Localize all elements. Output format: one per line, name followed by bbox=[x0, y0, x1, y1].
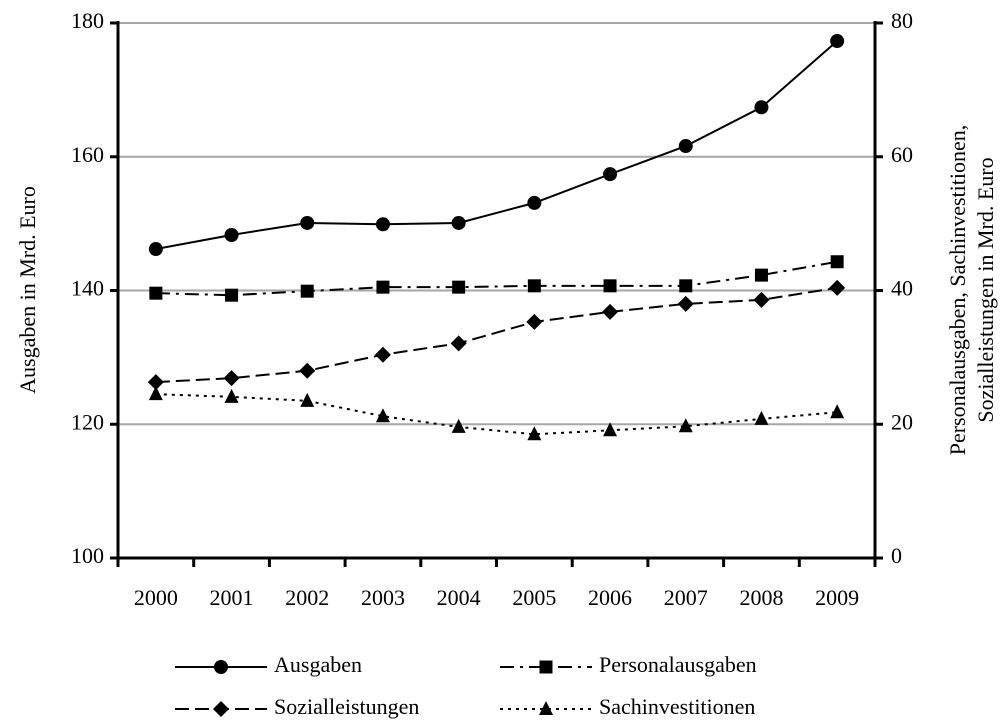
legend-marker bbox=[214, 660, 228, 674]
x-tick-label: 2003 bbox=[361, 585, 405, 610]
marker bbox=[452, 280, 466, 294]
marker bbox=[376, 280, 390, 294]
marker bbox=[527, 426, 542, 441]
marker bbox=[148, 386, 163, 401]
marker bbox=[148, 242, 163, 257]
marker bbox=[753, 291, 770, 308]
marker bbox=[451, 418, 466, 433]
y-axis-title: Ausgaben in Mrd. Euro bbox=[15, 186, 40, 394]
y-tick-label: 100 bbox=[71, 543, 104, 568]
marker bbox=[300, 392, 315, 407]
marker bbox=[754, 410, 769, 425]
legend-label: Personalausgaben bbox=[599, 652, 757, 677]
marker bbox=[526, 313, 543, 330]
y2-tick-label: 20 bbox=[891, 409, 913, 434]
x-tick-label: 2001 bbox=[210, 585, 254, 610]
y2-tick-label: 0 bbox=[891, 543, 902, 568]
x-tick-label: 2004 bbox=[437, 585, 481, 610]
marker bbox=[374, 346, 391, 363]
marker bbox=[603, 422, 618, 437]
marker bbox=[754, 100, 769, 115]
y2-tick-label: 80 bbox=[891, 8, 913, 33]
y2-tick-label: 40 bbox=[891, 276, 913, 301]
marker bbox=[300, 215, 315, 230]
x-tick-label: 2006 bbox=[588, 585, 632, 610]
marker bbox=[375, 408, 390, 423]
marker bbox=[829, 279, 846, 296]
series-line bbox=[155, 393, 838, 436]
y-tick-label: 180 bbox=[71, 8, 104, 33]
y2-tick-label: 60 bbox=[891, 142, 913, 167]
marker bbox=[677, 295, 694, 312]
marker bbox=[299, 362, 316, 379]
marker bbox=[679, 279, 693, 293]
marker bbox=[678, 418, 693, 433]
marker bbox=[527, 279, 541, 293]
x-tick-label: 2009 bbox=[815, 585, 859, 610]
y2-axis-title: Personalausgaben, Sachinvestitionen, bbox=[945, 125, 970, 456]
marker bbox=[450, 335, 467, 352]
x-tick-label: 2000 bbox=[134, 585, 178, 610]
legend-marker bbox=[539, 660, 553, 674]
x-tick-label: 2002 bbox=[285, 585, 329, 610]
marker bbox=[830, 404, 845, 419]
marker bbox=[451, 215, 466, 230]
y2-axis-title: Sozialleistungen in Mrd. Euro bbox=[973, 157, 998, 422]
series-line bbox=[155, 260, 838, 297]
marker bbox=[603, 279, 617, 293]
legend-label: Ausgaben bbox=[274, 652, 362, 677]
legend-marker bbox=[539, 701, 553, 715]
x-tick-label: 2008 bbox=[739, 585, 783, 610]
marker bbox=[147, 374, 164, 391]
y-tick-label: 120 bbox=[71, 409, 104, 434]
x-tick-label: 2005 bbox=[512, 585, 556, 610]
marker bbox=[300, 284, 314, 298]
marker bbox=[223, 370, 240, 387]
marker bbox=[754, 268, 768, 282]
legend-label: Sozialleistungen bbox=[274, 694, 419, 719]
marker bbox=[830, 34, 845, 49]
x-tick-label: 2007 bbox=[664, 585, 708, 610]
legend-label: Sachinvestitionen bbox=[599, 694, 755, 719]
y-tick-label: 160 bbox=[71, 142, 104, 167]
marker bbox=[602, 303, 619, 320]
marker bbox=[149, 286, 163, 300]
series-line bbox=[155, 40, 838, 251]
series-line bbox=[155, 286, 838, 384]
marker bbox=[678, 139, 693, 154]
y-tick-label: 140 bbox=[71, 276, 104, 301]
marker bbox=[603, 167, 618, 182]
marker bbox=[830, 255, 844, 269]
marker bbox=[224, 227, 239, 242]
legend-marker bbox=[213, 701, 229, 717]
marker bbox=[527, 195, 542, 210]
marker bbox=[224, 388, 239, 403]
marker bbox=[225, 288, 239, 302]
marker bbox=[375, 217, 390, 232]
